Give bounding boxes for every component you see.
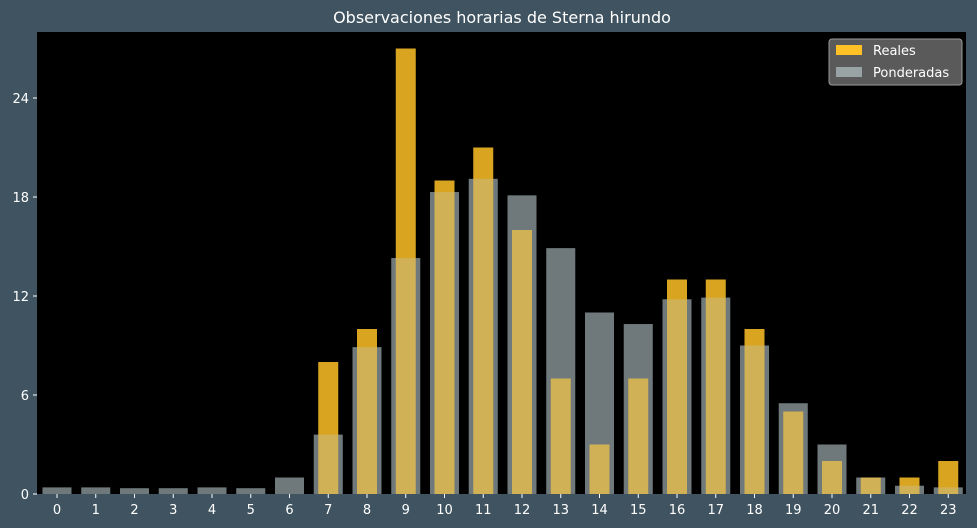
legend-box (828, 38, 963, 86)
bar-reales-16 (667, 279, 687, 494)
bar-ponderadas-overlay-19 (778, 403, 808, 494)
x-tick-label-22: 22 (901, 503, 918, 518)
x-tick-label-17: 17 (707, 503, 724, 518)
legend-swatch-ponderadas (836, 67, 862, 77)
x-tick-label-11: 11 (475, 503, 492, 518)
bar-ponderadas-overlay-21 (856, 477, 886, 494)
bar-ponderadas-5 (236, 488, 266, 494)
bar-reales-10 (434, 180, 455, 494)
bar-reales-13 (550, 378, 571, 494)
bar-ponderadas-0 (42, 487, 72, 494)
x-tick-label-14: 14 (591, 503, 608, 518)
x-tick-label-6: 6 (285, 503, 293, 518)
bar-reales-23 (938, 461, 959, 494)
bar-ponderadas-overlay-14 (585, 312, 614, 494)
bar-reales-19 (783, 411, 804, 494)
bar-ponderadas-overlay-5 (236, 488, 266, 494)
bar-ponderadas-overlay-12 (507, 195, 537, 494)
x-tick-label-7: 7 (324, 503, 332, 518)
bar-ponderadas-overlay-9 (391, 258, 421, 494)
y-tick-label-24: 24 (12, 92, 29, 107)
x-axis: 0 1 2 3 4 5 6 7 8 9 10 11 12 13 14 15 16 17 18 19 20 21 22 23 (53, 494, 957, 518)
bar-ponderadas-overlay-18 (740, 345, 769, 494)
bar-reales-20 (822, 461, 842, 494)
bar-ponderadas-overlay-8 (352, 347, 382, 494)
bar-ponderadas-overlay-17 (701, 297, 731, 494)
bar-ponderadas-overlay-15 (623, 324, 653, 494)
bar-ponderadas-overlay-23 (933, 487, 963, 494)
x-tick-label-9: 9 (402, 503, 410, 518)
x-tick-label-1: 1 (92, 503, 100, 518)
bar-ponderadas-overlay-2 (120, 488, 149, 494)
plot-area (37, 32, 966, 494)
legend-label-reales: Reales (873, 44, 916, 59)
bar-reales-12 (512, 230, 532, 494)
y-tick-label-18: 18 (12, 191, 29, 206)
x-tick-label-18: 18 (746, 503, 763, 518)
bar-ponderadas-overlay-13 (546, 248, 576, 494)
bar-reales-18 (744, 329, 765, 494)
bar-reales-15 (628, 378, 649, 494)
bar-ponderadas-overlay-22 (895, 485, 924, 494)
x-tick-label-20: 20 (824, 503, 841, 518)
x-tick-label-21: 21 (862, 503, 879, 518)
bar-ponderadas-overlay-4 (197, 487, 227, 494)
x-tick-label-15: 15 (630, 503, 647, 518)
bar-ponderadas-overlay-0 (42, 487, 72, 494)
bar-ponderadas-4 (197, 487, 227, 494)
x-tick-label-10: 10 (436, 503, 453, 518)
bar-reales-17 (705, 279, 726, 494)
bar-ponderadas-2 (120, 488, 149, 494)
y-tick-label-12: 12 (12, 290, 29, 305)
bar-ponderadas-overlay-3 (158, 488, 188, 494)
bar-ponderadas-overlay-16 (662, 299, 692, 494)
x-tick-label-4: 4 (208, 503, 216, 518)
x-tick-label-16: 16 (669, 503, 686, 518)
bar-ponderadas-overlay-1 (81, 487, 111, 494)
bar-ponderadas-overlay-20 (817, 444, 847, 494)
bars-reales (42, 48, 963, 495)
bar-reales-9 (395, 48, 416, 494)
x-tick-label-12: 12 (514, 503, 531, 518)
bar-reales-22 (899, 477, 920, 494)
chart-title: Observaciones horarias de Sterna hirundo (333, 8, 671, 27)
bar-ponderadas-overlay-11 (468, 178, 498, 494)
bar-reales-8 (357, 329, 377, 494)
bar-reales-11 (473, 147, 494, 494)
bar-ponderadas-overlay-7 (313, 434, 343, 494)
x-tick-label-0: 0 (53, 503, 61, 518)
bar-ponderadas-3 (158, 488, 188, 494)
x-tick-label-3: 3 (169, 503, 177, 518)
x-tick-label-2: 2 (130, 503, 138, 518)
bar-ponderadas-overlay-6 (275, 477, 304, 494)
x-tick-label-23: 23 (940, 503, 957, 518)
x-tick-label-19: 19 (785, 503, 802, 518)
y-tick-label-6: 6 (21, 389, 29, 404)
legend-swatch-reales (836, 45, 862, 55)
y-axis: 0 6 12 18 24 (12, 92, 37, 503)
bar-ponderadas-1 (81, 487, 111, 494)
x-tick-label-13: 13 (552, 503, 569, 518)
bar-reales-21 (860, 477, 881, 494)
legend-label-ponderadas: Ponderadas (873, 66, 949, 81)
bar-reales-14 (589, 444, 610, 494)
y-tick-label-0: 0 (21, 488, 29, 503)
bar-ponderadas-6 (275, 477, 304, 494)
bar-reales-7 (318, 362, 339, 494)
x-tick-label-8: 8 (363, 503, 371, 518)
bar-ponderadas-overlay-10 (430, 192, 459, 495)
x-tick-label-5: 5 (247, 503, 255, 518)
legend: Reales Ponderadas (828, 38, 963, 86)
